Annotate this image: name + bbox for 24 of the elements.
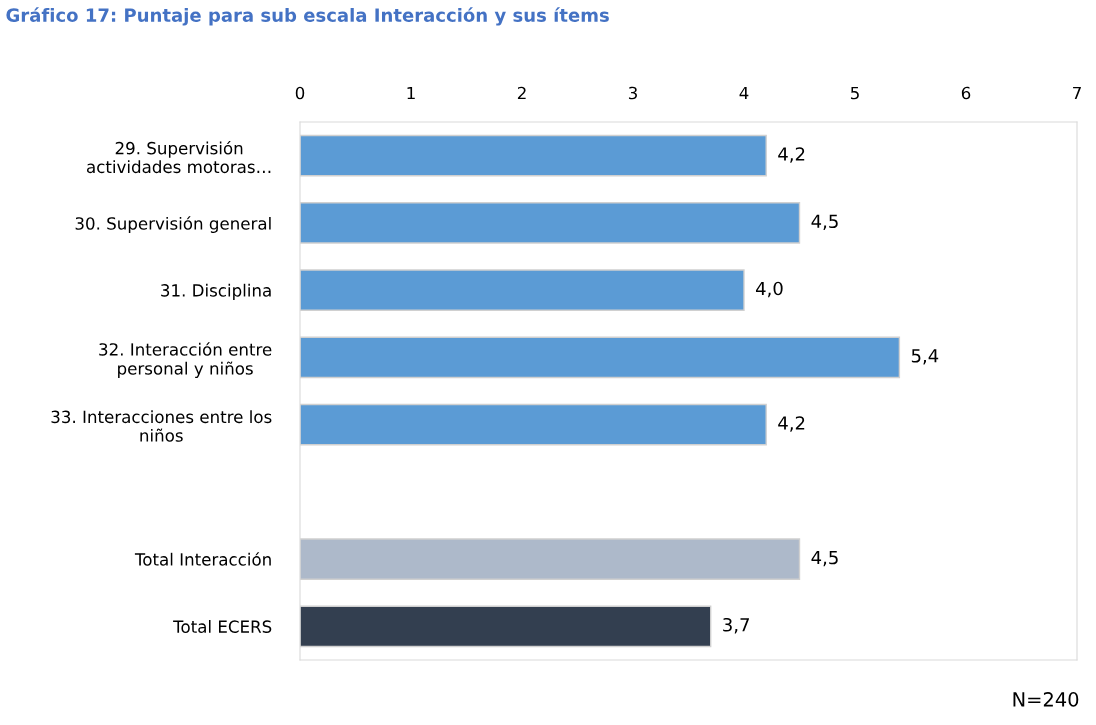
x-tick-label: 0 [295,86,305,100]
text: N=240 [1013,692,1079,707]
x-tick-label: 5 [850,86,859,100]
data-label: 3,7 [723,617,749,634]
x-tick-label: 6 [961,86,971,100]
data-label: 4,2 [778,147,805,163]
x-tick-label: 2 [517,86,526,100]
data-label: 4,0 [755,281,783,298]
data-label: 4,5 [811,214,838,230]
x-tick-label: 7 [1073,86,1081,100]
y-tick-label: 32. Interacción entre personal y niños [99,342,272,378]
x-tick-label: 3 [628,86,637,100]
data-label: 4,5 [811,550,838,567]
y-tick-label: Total Interacción [134,552,271,566]
y-tick-label: 33. Interacciones entre los niños [51,410,272,442]
y-tick-label: 30. Supervisión general [75,216,271,234]
data-label: 5,4 [911,349,939,365]
x-tick-label: 1 [407,86,415,100]
y-tick-label: 31. Disciplina [161,283,271,300]
y-tick-label: Total ECERS [173,620,272,633]
x-tick-label: 4 [739,86,749,100]
chart-title: Gráfico 17: Puntaje para sub escala Interacción y sus ítems [6,7,609,26]
y-tick-label: 29. Supervisión actividades motoras… [87,140,271,174]
data-label: 4,2 [778,416,805,432]
